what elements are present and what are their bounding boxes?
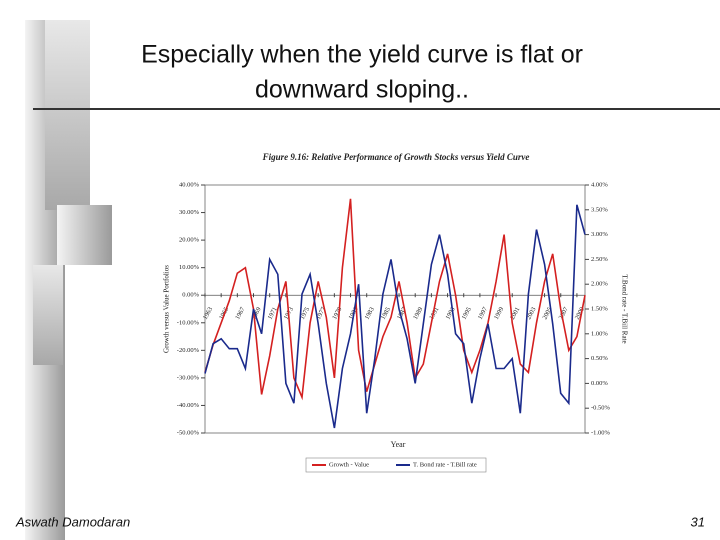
y-tick-label: -40.00% xyxy=(177,402,200,409)
y2-tick-label: 3.00% xyxy=(591,231,608,238)
x-tick-label: 1999 xyxy=(493,306,505,321)
x-tick-label: 1983 xyxy=(364,306,376,321)
y-tick-label: 0.00% xyxy=(182,292,199,299)
y2-tick-label: 2.50% xyxy=(591,256,608,263)
y-tick-label: -10.00% xyxy=(177,319,200,326)
x-axis-label: Year xyxy=(391,440,406,449)
x-tick-label: 1967 xyxy=(234,305,247,320)
y2-tick-label: 2.00% xyxy=(591,281,608,288)
y2-tick-label: 1.00% xyxy=(591,330,608,337)
x-tick-label: 1989 xyxy=(412,306,424,321)
y-tick-label: -30.00% xyxy=(177,374,200,381)
x-tick-label: 1963 xyxy=(202,306,214,321)
y2-tick-label: -0.50% xyxy=(591,405,611,412)
slide-title: Especially when the yield curve is flat … xyxy=(141,41,583,69)
series-line xyxy=(204,204,586,429)
page-number: 31 xyxy=(691,514,705,529)
y-axis-label: Growth versus Value Portfolios xyxy=(163,265,171,353)
x-tick-label: 2007 xyxy=(558,305,571,320)
slide-title: downward sloping.. xyxy=(255,76,469,104)
deco-bar xyxy=(57,205,112,265)
y-tick-label: 30.00% xyxy=(179,209,200,216)
decoration xyxy=(25,20,112,540)
y-tick-label: 40.00% xyxy=(179,181,200,188)
legend-label: Growth - Value xyxy=(329,461,369,468)
x-tick-label: 1997 xyxy=(477,305,490,320)
y2-tick-label: 4.00% xyxy=(591,181,608,188)
y2-tick-label: 1.50% xyxy=(591,305,608,312)
legend-label: T. Bond rate - T.Bill rate xyxy=(413,461,477,468)
y2-tick-label: 0.50% xyxy=(591,355,608,362)
y-tick-label: 20.00% xyxy=(179,237,200,244)
y2-axis-label: T.Bond rate - T.Bill Rate xyxy=(620,274,628,343)
x-tick-label: 1993 xyxy=(444,306,456,321)
y-tick-label: -50.00% xyxy=(177,429,200,436)
footer: Aswath Damodaran xyxy=(15,514,130,529)
deco-bar xyxy=(45,20,90,210)
y2-tick-label: 0.00% xyxy=(591,380,608,387)
y-tick-label: 10.00% xyxy=(179,264,200,271)
chart-title: Figure 9.16: Relative Performance of Gro… xyxy=(262,152,530,162)
chart: Figure 9.16: Relative Performance of Gro… xyxy=(163,152,628,473)
y2-tick-label: 3.50% xyxy=(591,206,608,213)
y2-tick-label: -1.00% xyxy=(591,429,611,436)
x-tick-label: 1995 xyxy=(461,306,473,321)
y-tick-label: -20.00% xyxy=(177,347,200,354)
deco-bar xyxy=(33,265,63,365)
x-tick-label: 1979 xyxy=(331,306,343,321)
series-line xyxy=(204,198,586,401)
